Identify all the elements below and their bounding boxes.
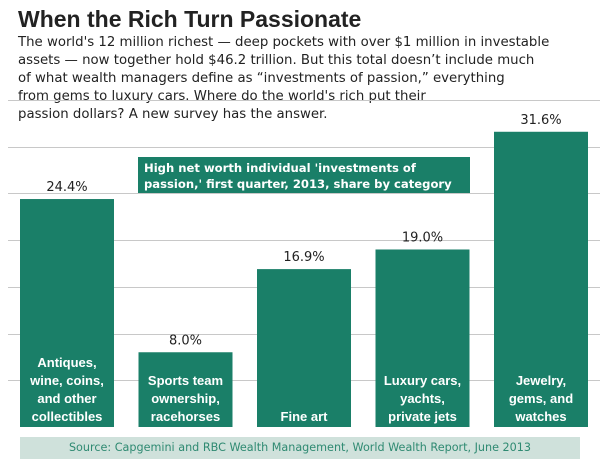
description-line: passion dollars? A new survey has the an… (18, 107, 328, 122)
category-label: gems, and (509, 391, 573, 406)
bar (138, 352, 233, 427)
category-label: Luxury cars, (384, 373, 461, 388)
category-label: yachts, (400, 391, 445, 406)
category-label: private jets (388, 409, 457, 424)
category-label: Antiques, (37, 355, 96, 370)
bar (375, 249, 470, 427)
description-line: assets — now together hold $46.2 trillio… (18, 53, 535, 68)
chart-title: When the Rich Turn Passionate (18, 6, 362, 32)
category-label: Jewelry, (516, 373, 566, 388)
category-label: ownership, (151, 391, 220, 406)
value-label: 16.9% (283, 250, 324, 265)
bar (257, 269, 351, 427)
value-label: 8.0% (169, 333, 202, 348)
category-label: Sports team (148, 373, 223, 388)
description: The world's 12 million richest — deep po… (18, 34, 593, 124)
category-label: Fine art (281, 409, 329, 424)
value-label: 31.6% (520, 113, 561, 128)
subtitle-line: High net worth individual 'investments o… (144, 161, 416, 175)
category-label: racehorses (151, 409, 220, 424)
category-label: wine, coins, (29, 373, 104, 388)
bar (494, 131, 588, 427)
value-label: 19.0% (402, 230, 443, 245)
category-label: watches (514, 409, 566, 424)
subtitle-line: passion,' first quarter, 2013, share by … (144, 177, 452, 191)
bar (20, 199, 114, 427)
source-note: Source: Capgemini and RBC Wealth Managem… (20, 437, 580, 459)
category-label: collectibles (32, 409, 103, 424)
chart-subtitle-box: High net worth individual 'investments o… (138, 157, 470, 193)
description-line: The world's 12 million richest — deep po… (18, 35, 550, 50)
value-label: 24.4% (46, 180, 87, 195)
category-label: and other (37, 391, 96, 406)
description-line: of what wealth managers define as “inves… (18, 71, 505, 86)
